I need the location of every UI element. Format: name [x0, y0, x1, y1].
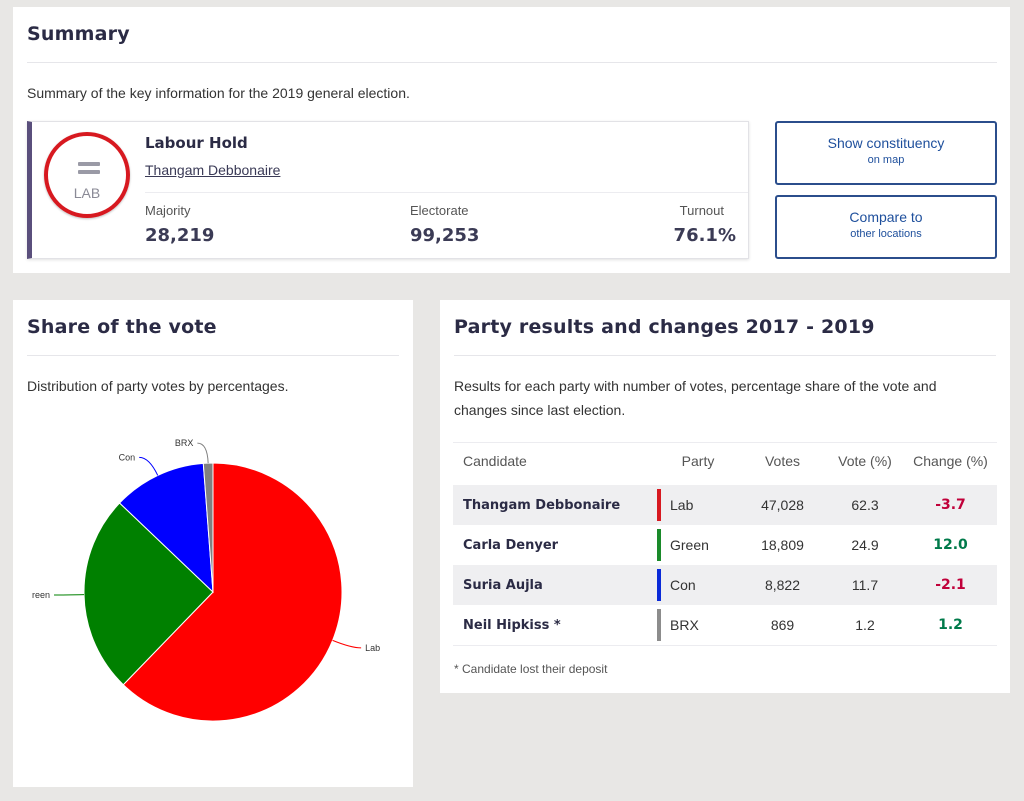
party-description: Results for each party with number of vo… — [454, 378, 937, 418]
pie-label: BRX — [175, 438, 194, 448]
share-description: Distribution of party votes by percentag… — [27, 378, 289, 394]
divider — [27, 62, 997, 63]
majority-label: Majority — [145, 203, 191, 218]
pie-label: reen — [32, 590, 50, 600]
column-header-vote-pct: Vote (%) — [826, 442, 904, 483]
table-header-row: Candidate Party Votes Vote (%) Change (%… — [453, 442, 997, 483]
share-card: Share of the vote Distribution of party … — [13, 300, 413, 787]
candidate-name: Thangam Debbonaire — [453, 479, 657, 525]
turnout-value: 76.1% — [673, 225, 736, 246]
table-row: Thangam Debbonaire Lab 47,028 62.3 -3.7 — [453, 479, 997, 525]
change-cell: -3.7 — [904, 479, 997, 525]
compare-label: Compare to — [849, 209, 923, 225]
turnout-label: Turnout — [679, 203, 724, 218]
show-constituency-button[interactable]: Show constituency on map — [775, 121, 997, 185]
party-cell: Con — [657, 565, 739, 605]
votes-cell: 8,822 — [739, 565, 826, 605]
summary-description: Summary of the key information for the 2… — [27, 85, 410, 101]
party-color-bar — [657, 569, 661, 601]
pie-label: Con — [119, 452, 136, 462]
result-box: LAB Labour Hold Thangam Debbonaire Major… — [27, 121, 749, 259]
party-cell: Green — [657, 525, 739, 565]
results-table: Candidate Party Votes Vote (%) Change (%… — [453, 442, 997, 646]
share-title: Share of the vote — [27, 316, 217, 338]
divider — [145, 192, 748, 193]
party-name: Con — [670, 577, 696, 593]
pie-slice-con[interactable] — [118, 462, 214, 594]
pie-label: Lab — [365, 643, 380, 653]
vote-share-cell: 62.3 — [826, 479, 904, 525]
table-row: Neil Hipkiss * BRX 869 1.2 1.2 — [453, 605, 997, 646]
vote-share-cell: 11.7 — [826, 565, 904, 605]
pie-label-connector — [197, 442, 209, 464]
candidate-name: Neil Hipkiss * — [453, 605, 657, 646]
compare-locations-button[interactable]: Compare to other locations — [775, 195, 997, 259]
candidate-name: Suria Aujla — [453, 565, 657, 605]
summary-title: Summary — [27, 23, 130, 45]
party-color-bar — [657, 489, 661, 521]
pie-slice-brx[interactable] — [202, 462, 214, 593]
party-title: Party results and changes 2017 - 2019 — [454, 316, 875, 338]
summary-card: Summary Summary of the key information f… — [13, 7, 1010, 273]
show-constituency-label: Show constituency — [827, 135, 945, 151]
party-cell: BRX — [657, 605, 739, 646]
change-cell: 1.2 — [904, 605, 997, 646]
pie-label-connector — [332, 639, 362, 649]
vote-share-cell: 1.2 — [826, 605, 904, 646]
divider — [27, 355, 399, 356]
votes-cell: 869 — [739, 605, 826, 646]
pie-label-connector — [139, 456, 159, 476]
electorate-label: Electorate — [410, 203, 469, 218]
party-name: BRX — [670, 617, 699, 633]
votes-cell: 18,809 — [761, 537, 804, 553]
party-cell: Lab — [657, 479, 739, 525]
show-constituency-sublabel: on map — [867, 154, 905, 166]
divider — [454, 355, 996, 356]
pie-slice-green[interactable] — [83, 502, 214, 686]
equals-icon — [78, 162, 100, 166]
party-name: Lab — [670, 497, 694, 513]
party-name: Green — [670, 537, 709, 553]
column-header-change: Change (%) — [904, 442, 997, 483]
footnote: * Candidate lost their deposit — [454, 662, 608, 676]
electorate-value: 99,253 — [410, 225, 480, 246]
party-badge-label: LAB — [73, 185, 101, 201]
winner-candidate-link[interactable]: Thangam Debbonaire — [145, 162, 281, 178]
party-badge: LAB — [44, 132, 130, 218]
change-cell: 12.0 — [933, 537, 968, 553]
vote-share-pie-chart: Lab reen Con BRX — [32, 438, 380, 722]
table-row: Carla Denyer Green 18,809 24.9 12.0 — [453, 525, 997, 565]
compare-sublabel: other locations — [850, 228, 922, 240]
party-color-bar — [657, 529, 661, 561]
column-header-party: Party — [657, 442, 739, 483]
equals-icon-bar — [78, 170, 100, 174]
candidate-name: Carla Denyer — [463, 537, 559, 553]
party-color-bar — [657, 609, 661, 641]
table-row: Suria Aujla Con 8,822 11.7 -2.1 — [453, 565, 997, 605]
column-header-votes: Votes — [739, 442, 826, 483]
change-cell: -2.1 — [904, 565, 997, 605]
party-results-card: Party results and changes 2017 - 2019 Re… — [440, 300, 1010, 693]
vote-share-cell: 24.9 — [851, 537, 879, 553]
majority-value: 28,219 — [145, 225, 215, 246]
column-header-candidate: Candidate — [453, 442, 657, 483]
result-title: Labour Hold — [145, 134, 248, 152]
votes-cell: 47,028 — [739, 479, 826, 525]
